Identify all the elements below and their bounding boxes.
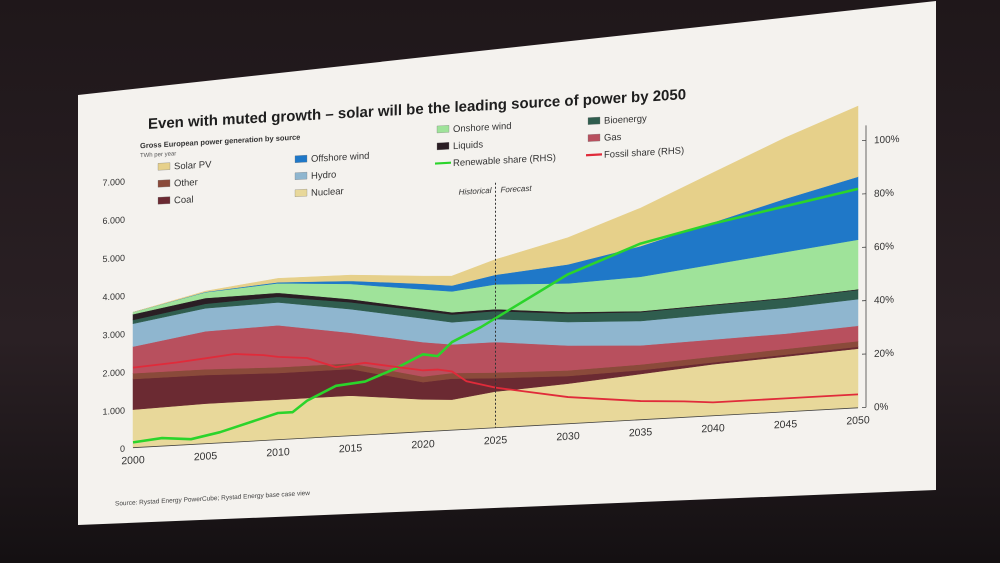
legend-label-gas: Gas	[604, 132, 622, 144]
legend-swatch-nuclear	[294, 188, 308, 197]
x-axis: 2000 2005 2010 2015 2020 2025 2030 2035 2040 2045…	[121, 407, 870, 467]
y-tick-label: 5.000	[102, 253, 125, 264]
share-lines	[132, 187, 859, 444]
y2-tick-label: 0%	[874, 402, 889, 414]
x-tick-label: 2040	[701, 422, 725, 435]
legend-swatch-offshore-wind	[294, 154, 308, 163]
y-axis-right: 0% 20% 40% 60% 80% 100%	[862, 125, 900, 414]
legend-label-hydro: Hydro	[311, 170, 336, 182]
y2-tick-label: 100%	[874, 134, 900, 146]
line-renewable-share-rhs	[132, 187, 859, 444]
legend-swatch-gas	[587, 133, 601, 142]
historical-label: Historical	[459, 186, 492, 197]
y-tick-label: 2.000	[102, 367, 125, 378]
x-tick-label: 2015	[339, 442, 363, 455]
legend-swatch-solar-pv	[157, 162, 171, 171]
y-tick-label: 4.000	[102, 291, 125, 302]
x-axis-line	[133, 407, 858, 449]
y-tick-label: 3.000	[102, 329, 125, 340]
unit-label: TWh per year	[140, 151, 176, 159]
legend-label-offshore-wind: Offshore wind	[311, 151, 369, 165]
y-tick-label: 1.000	[102, 405, 125, 416]
y-tick-label: 6.000	[102, 215, 125, 226]
x-tick-label: 2045	[774, 418, 798, 431]
x-tick-label: 2030	[556, 430, 580, 443]
legend-label-liquids: Liquids	[453, 139, 483, 152]
legend-swatch-onshore-wind	[436, 125, 450, 134]
x-tick-label: 2010	[266, 446, 290, 459]
x-tick-label: 2050	[846, 414, 870, 427]
legend-swatch-bioenergy	[587, 116, 601, 125]
x-tick-label: 2000	[121, 454, 145, 467]
forecast-label: Forecast	[501, 184, 533, 195]
x-tick-label: 2005	[194, 450, 218, 463]
legend-label-bioenergy: Bioenergy	[604, 113, 647, 126]
legend-swatch-hydro	[294, 171, 308, 180]
legend-label-other: Other	[174, 177, 198, 189]
legend-swatch-coal	[157, 196, 171, 205]
legend-swatch-other	[157, 179, 171, 188]
y2-tick-label: 40%	[874, 295, 894, 307]
x-tick-label: 2035	[629, 426, 653, 439]
legend-label-fossil-share-rhs: Fossil share (RHS)	[604, 145, 684, 160]
x-tick-label: 2020	[411, 438, 435, 451]
y2-tick-label: 20%	[874, 348, 894, 360]
y-tick-label: 0	[120, 444, 125, 454]
legend-swatch-fossil-share-rhs	[586, 153, 602, 157]
legend-label-solar-pv: Solar PV	[174, 159, 212, 172]
y2-tick-label: 60%	[874, 241, 894, 253]
x-tick-label: 2025	[484, 434, 508, 447]
legend-label-nuclear: Nuclear	[311, 186, 344, 199]
legend-swatch-renewable-share-rhs	[435, 161, 451, 165]
line-fossil-share-rhs	[132, 353, 858, 404]
legend-label-coal: Coal	[174, 194, 194, 206]
legend-label-onshore-wind: Onshore wind	[453, 121, 512, 135]
y-tick-label: 7.000	[102, 177, 125, 188]
legend-swatch-liquids	[436, 142, 450, 151]
y-axis-left: 0 1.000 2.000 3.000 4.000 5.000 6.000 7.000	[102, 177, 125, 454]
y2-tick-label: 80%	[874, 188, 894, 200]
